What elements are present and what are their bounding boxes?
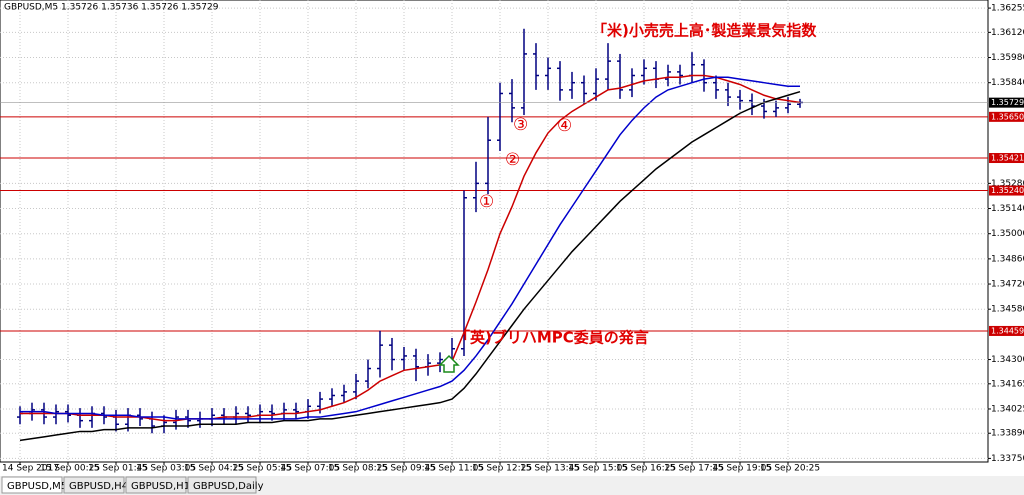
x-tick-label: 15 Sep 08:25 — [328, 464, 388, 474]
annotation: ① — [479, 192, 494, 212]
y-tick-label: 1.34300 — [991, 355, 1024, 365]
last-price-label: 1.35729 — [991, 98, 1024, 107]
x-tick-label: 15 Sep 16:25 — [616, 464, 676, 474]
annotation: ③ — [513, 115, 528, 135]
y-tick-label: 1.35280 — [991, 179, 1024, 189]
indicator-line — [20, 76, 800, 420]
level-label-box — [989, 185, 1024, 196]
x-tick-label: 15 Sep 13:45 — [520, 464, 580, 474]
level-label-box — [989, 153, 1024, 164]
y-tick-label: 1.34025 — [991, 404, 1024, 414]
level-label: 1.35240 — [991, 186, 1024, 195]
x-tick-label: 14 Sep 2017 — [2, 464, 59, 474]
x-tick-label: 15 Sep 09:45 — [376, 464, 436, 474]
x-tick-label: 15 Sep 01:45 — [88, 464, 148, 474]
y-tick-label: 1.34580 — [991, 305, 1024, 315]
y-tick-label: 1.33750 — [991, 454, 1024, 464]
y-tick-label: 1.34165 — [991, 379, 1024, 389]
level-label: 1.35421 — [991, 154, 1024, 163]
level-label: 1.35650 — [991, 112, 1024, 121]
arrow-icon — [438, 354, 460, 373]
annotation: ② — [505, 150, 520, 170]
y-tick-label: 1.35000 — [991, 229, 1024, 239]
x-tick-label: 15 Sep 20:25 — [760, 464, 820, 474]
tab-label[interactable]: GBPUSD,M5 — [7, 481, 67, 492]
indicator-line — [20, 74, 801, 422]
tab-label[interactable]: GBPUSD,H4 — [69, 481, 128, 492]
tab[interactable] — [1, 476, 63, 494]
x-tick-label: 15 Sep 11:05 — [424, 464, 484, 474]
tab-label[interactable]: GBPUSD,H1 — [131, 481, 190, 492]
x-tick-label: 15 Sep 00:25 — [40, 464, 100, 474]
annotation: 「米)小売売上高･製造業景気指数 — [592, 22, 817, 40]
y-tick-label: 1.35140 — [991, 204, 1024, 214]
y-tick-label: 1.35980 — [991, 53, 1024, 63]
x-tick-label: 15 Sep 07:05 — [280, 464, 340, 474]
y-tick-label: 1.34860 — [991, 254, 1024, 264]
x-tick-label: 15 Sep 19:05 — [712, 464, 772, 474]
x-tick-label: 15 Sep 05:45 — [232, 464, 292, 474]
tab-label[interactable]: GBPUSD,Daily — [193, 481, 264, 492]
annotation: ④ — [557, 116, 572, 136]
level-label-box — [989, 325, 1024, 336]
header: GBPUSD,M5 1.35726 1.35736 1.35726 1.3572… — [4, 3, 219, 13]
level-label: 1.34459 — [991, 326, 1024, 335]
y-tick-label: 1.35840 — [991, 78, 1024, 88]
x-tick-label: 15 Sep 17:45 — [664, 464, 724, 474]
y-tick-label: 1.36120 — [991, 28, 1024, 38]
y-tick-label: 1.33890 — [991, 429, 1024, 439]
y-tick-label: 1.36255 — [991, 4, 1024, 14]
tab[interactable] — [63, 476, 125, 494]
last-price-box — [989, 97, 1024, 108]
indicator-line — [19, 90, 801, 442]
tab[interactable] — [125, 476, 187, 494]
tab[interactable] — [187, 476, 257, 494]
x-tick-label: 15 Sep 12:25 — [472, 464, 532, 474]
marks — [0, 28, 988, 442]
plot-frame — [0, 0, 989, 463]
x-tick-label: 15 Sep 03:05 — [136, 464, 196, 474]
y-tick-label: 1.34720 — [991, 280, 1024, 290]
x-tick-label: 15 Sep 15:05 — [568, 464, 628, 474]
level-label-box — [989, 111, 1024, 122]
x-tick-label: 15 Sep 04:25 — [184, 464, 244, 474]
annotation: 「英)ブリハMPC委員の発言 — [455, 329, 649, 347]
